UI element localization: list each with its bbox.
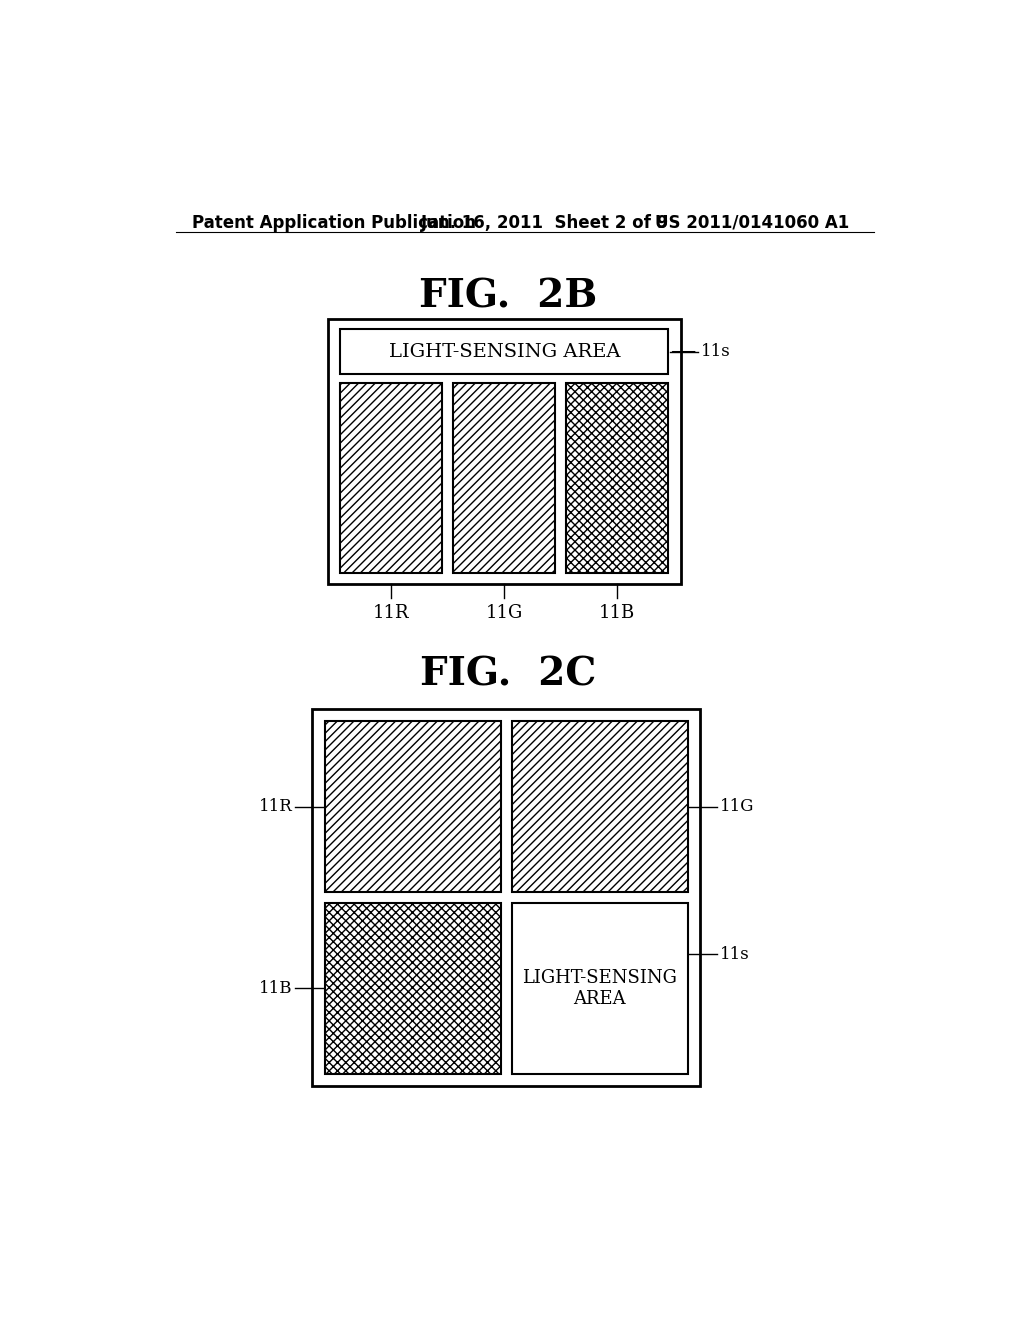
- Bar: [566, 383, 669, 573]
- Text: 11B: 11B: [599, 605, 635, 622]
- Text: 11R: 11R: [258, 799, 292, 816]
- Text: US 2011/0141060 A1: US 2011/0141060 A1: [655, 214, 849, 232]
- Text: 11G: 11G: [720, 799, 755, 816]
- Text: Jun. 16, 2011  Sheet 2 of 9: Jun. 16, 2011 Sheet 2 of 9: [421, 214, 670, 232]
- Bar: [340, 330, 669, 374]
- Text: Patent Application Publication: Patent Application Publication: [191, 214, 475, 232]
- Text: LIGHT-SENSING
AREA: LIGHT-SENSING AREA: [522, 969, 677, 1008]
- Text: LIGHT-SENSING AREA: LIGHT-SENSING AREA: [388, 343, 620, 360]
- Bar: [325, 721, 501, 892]
- Bar: [454, 383, 555, 573]
- Bar: [312, 709, 700, 1086]
- Text: 11R: 11R: [373, 605, 410, 622]
- Bar: [340, 383, 442, 573]
- Text: 11s: 11s: [700, 343, 730, 360]
- Text: 11B: 11B: [259, 979, 292, 997]
- Text: FIG.  2B: FIG. 2B: [419, 277, 597, 315]
- Bar: [512, 903, 687, 1074]
- Text: FIG.  2C: FIG. 2C: [420, 655, 596, 693]
- Text: 11G: 11G: [485, 605, 523, 622]
- Text: 11s: 11s: [720, 945, 750, 962]
- Bar: [512, 721, 687, 892]
- Bar: [328, 318, 681, 585]
- Bar: [325, 903, 501, 1074]
